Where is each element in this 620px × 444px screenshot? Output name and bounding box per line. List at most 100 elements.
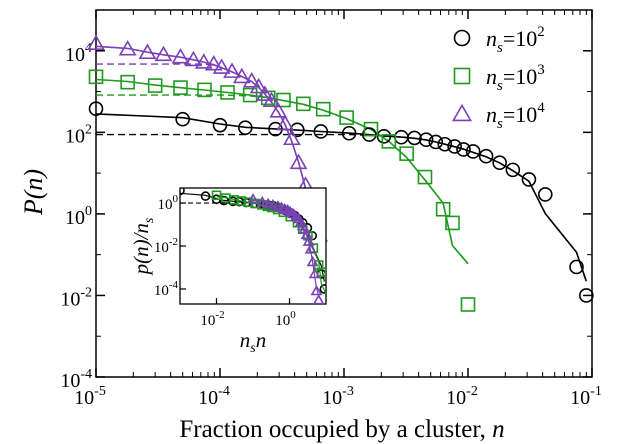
x-tick-label: 10-2 <box>446 384 478 409</box>
legend-eq: =10 <box>503 26 537 51</box>
data-point <box>492 155 507 171</box>
inset-data <box>180 188 326 304</box>
data-point <box>171 48 190 64</box>
x-tick-exponent: -1 <box>590 384 602 399</box>
inset-data-point <box>211 190 222 201</box>
inset-data-point <box>219 195 229 206</box>
y-tick-label: 10-4 <box>60 367 92 392</box>
inset-data-point <box>306 255 319 267</box>
inset-data-point <box>236 196 247 206</box>
inset-y-tick-label: 10-4 <box>154 279 179 299</box>
inset-x-title: nsn <box>240 328 266 356</box>
data-point <box>242 87 258 103</box>
data-point <box>447 139 462 154</box>
x-axis-title-var: n <box>492 416 505 443</box>
data-point <box>283 129 301 146</box>
y-tick-exponent: -4 <box>80 367 92 382</box>
inset-x-tick-exponent: 0 <box>290 309 296 321</box>
fit-line-dashed <box>96 133 587 282</box>
data-point <box>269 102 288 118</box>
inset-x-tick-base: 10 <box>200 313 215 329</box>
data-point <box>184 50 203 67</box>
x-tick-label: 10-3 <box>322 384 354 409</box>
inset-y-tick-label: 10-2 <box>154 236 178 256</box>
x-tick-base: 10 <box>570 387 590 409</box>
data-point <box>399 146 414 161</box>
legend-marker <box>453 67 471 85</box>
inset-data-point <box>319 284 326 294</box>
data-point <box>175 111 190 127</box>
axis-labels: Fraction occupied by a cluster, n P(n) <box>19 169 505 443</box>
inset-y-title: p(n)/ns <box>129 217 157 276</box>
x-tick-exponent: -3 <box>342 384 354 399</box>
inset-data-point <box>281 203 294 215</box>
data-point <box>138 43 157 60</box>
legend-label: ns=102 <box>486 24 545 56</box>
legend-marker <box>453 29 471 47</box>
y-axis-title: P(n) <box>19 169 48 216</box>
legend-n: n <box>486 102 497 127</box>
y-tick-base: 10 <box>65 207 85 229</box>
data-point <box>223 62 241 78</box>
x-tick-exponent: -2 <box>466 384 478 399</box>
data-point <box>569 259 584 275</box>
inset-data-point <box>256 195 269 207</box>
legend-marker <box>451 103 473 122</box>
inset-data-point <box>300 228 313 240</box>
legend-exp: 4 <box>537 100 545 116</box>
data-point <box>418 132 434 147</box>
legend-n: n <box>486 64 497 89</box>
data-point <box>381 134 397 149</box>
legend-exp: 2 <box>537 24 545 40</box>
inset-x-tick-label: 10-2 <box>200 309 224 329</box>
y-tick-exponent: 2 <box>85 122 92 137</box>
legend-label: ns=104 <box>486 100 545 132</box>
data-point <box>88 101 104 116</box>
data-point <box>147 78 163 93</box>
data-point <box>537 187 553 202</box>
data-point <box>212 117 228 133</box>
x-tick-label: 10-4 <box>198 384 230 409</box>
data-point <box>437 136 453 152</box>
data-point <box>256 85 274 101</box>
y-tick-exponent: 0 <box>85 204 92 219</box>
x-axis-title: Fraction occupied by a cluster, n <box>179 416 504 443</box>
y-axis-title-text: P(n) <box>19 169 48 216</box>
data-point <box>313 124 329 139</box>
inset-x-title-n: n <box>240 328 251 352</box>
y-tick-base: 10 <box>65 125 85 147</box>
inset-y-title-text: p(n)/n <box>129 223 153 276</box>
legend-sub: s <box>497 78 503 94</box>
data-point <box>154 45 173 62</box>
x-tick-exponent: -4 <box>218 384 230 399</box>
inset-data-point <box>312 294 325 304</box>
x-tick-base: 10 <box>74 387 94 409</box>
data-point <box>262 91 281 108</box>
inset-y-title-sub: s <box>142 217 157 223</box>
data-point <box>407 130 422 146</box>
inset-x-title-sub: s <box>250 341 256 356</box>
inset-y-tick-base: 10 <box>154 283 169 299</box>
data-point <box>197 82 212 98</box>
data-point <box>232 67 251 84</box>
legend-sub: s <box>497 116 503 132</box>
data-point <box>296 96 311 112</box>
x-tick-base: 10 <box>446 387 466 409</box>
inset-data-point <box>180 188 185 196</box>
inset-x-tick-label: 100 <box>275 309 296 329</box>
y-tick-base: 10 <box>65 44 85 66</box>
inset-data-point <box>316 267 326 278</box>
legend-n: n <box>486 26 497 51</box>
data-point <box>120 74 135 90</box>
data-point <box>289 153 308 170</box>
inset-data-point <box>310 284 323 296</box>
data-point <box>579 288 594 303</box>
inset-x-tick-exponent: -2 <box>215 309 224 321</box>
inset-data-point <box>266 198 279 210</box>
inset-data-point <box>247 193 259 204</box>
inset-data-point <box>304 243 317 254</box>
data-point <box>118 40 137 56</box>
data-point <box>339 110 354 125</box>
data-point <box>435 201 451 217</box>
